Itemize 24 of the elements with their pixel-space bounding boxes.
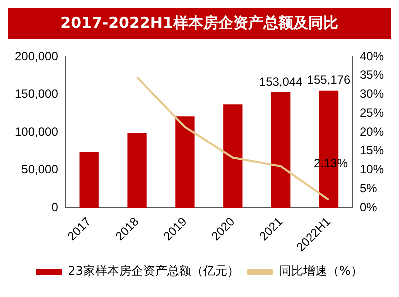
y-tick-label: 100,000 — [14, 124, 59, 139]
y2-tick-label: 10% — [360, 162, 384, 177]
bar — [176, 116, 195, 208]
y2-tick-label: 25% — [360, 106, 384, 120]
y-tick-label: 150,000 — [14, 87, 59, 102]
y-tick-label: 50,000 — [22, 162, 59, 177]
y2-tick-label: 35% — [360, 68, 384, 82]
bar — [271, 92, 291, 208]
chart-title: 2017-2022H1样本房企资产总额及同比 — [8, 8, 391, 39]
y-tick-label: 0 — [52, 200, 59, 214]
y-tick-label: 200,000 — [14, 49, 59, 64]
y2-tick-label: 30% — [360, 87, 384, 102]
data-label: 153,044 — [259, 74, 304, 89]
y2-tick-label: 0% — [360, 200, 378, 214]
y2-tick-label: 20% — [360, 124, 384, 139]
legend-label: 23家样本房企资产总额（亿元） — [68, 264, 240, 278]
data-label: 155,176 — [307, 73, 352, 88]
legend-label: 同比增速（%） — [279, 264, 363, 278]
y2-tick-label: 5% — [360, 182, 378, 196]
y2-tick-label: 15% — [360, 144, 384, 158]
bar — [224, 104, 243, 208]
bar — [80, 152, 99, 208]
bar — [128, 133, 147, 208]
y2-tick-label: 40% — [360, 49, 384, 64]
